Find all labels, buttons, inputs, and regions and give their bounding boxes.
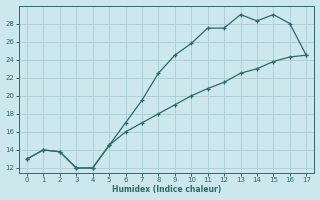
X-axis label: Humidex (Indice chaleur): Humidex (Indice chaleur) [112, 185, 221, 194]
